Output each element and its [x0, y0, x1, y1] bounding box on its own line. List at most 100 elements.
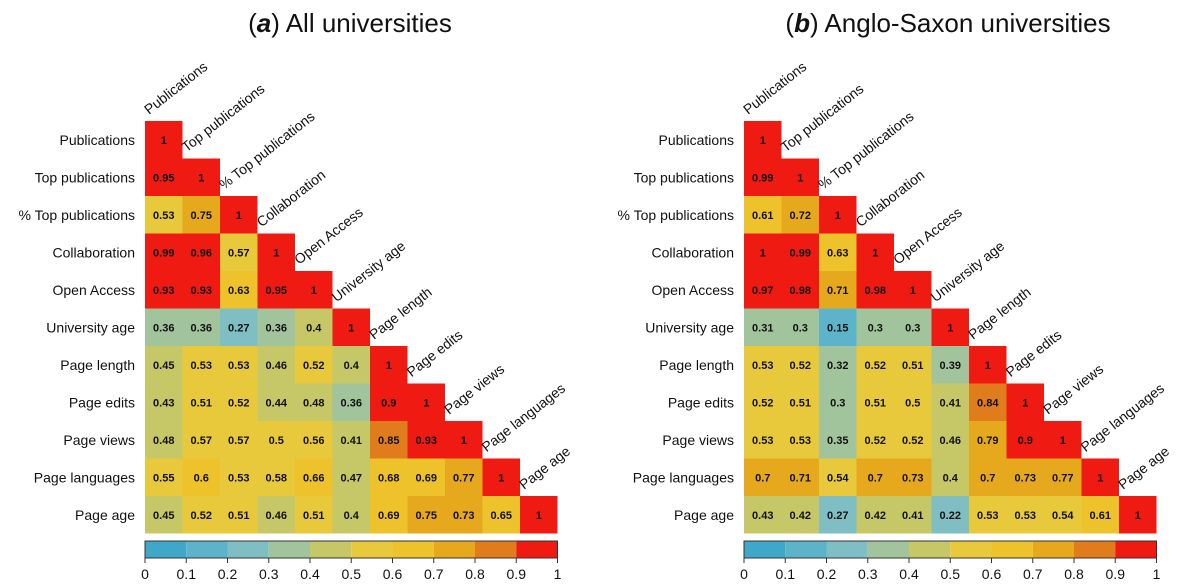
- heatmap-cell: [856, 421, 894, 459]
- heatmap-cell: [856, 496, 894, 534]
- heatmap-cell: [182, 158, 220, 196]
- heatmap-cell: [370, 458, 408, 496]
- row-label: Page edits: [668, 394, 734, 410]
- column-label: Page views: [1040, 361, 1106, 418]
- cell-value-label: 0.54: [827, 472, 849, 484]
- heatmap-cell: [969, 496, 1007, 534]
- cell-value-label: 1: [348, 322, 354, 334]
- cell-value-label: 0.72: [790, 210, 811, 222]
- cell-value-label: 0.27: [827, 510, 848, 522]
- cell-value-label: 0.6: [194, 472, 209, 484]
- cell-value-label: 1: [1060, 435, 1066, 447]
- colorbar-segment: [310, 541, 352, 558]
- heatmap-cell: [781, 421, 819, 459]
- cell-value-label: 0.75: [416, 510, 437, 522]
- cell-value-label: 0.57: [228, 435, 249, 447]
- cell-value-label: 1: [498, 472, 504, 484]
- cell-value-label: 0.52: [790, 360, 811, 372]
- heatmap-cell: [445, 458, 483, 496]
- colorbar-tick-label: 0.1: [177, 566, 197, 582]
- cell-value-label: 0.41: [341, 435, 362, 447]
- cell-value-label: 0.5: [905, 397, 920, 409]
- colorbar-tick-label: 0: [740, 566, 748, 582]
- heatmap-cell: [744, 496, 782, 534]
- heatmap-cell: [332, 346, 370, 384]
- column-label: Collaboration: [852, 166, 927, 229]
- row-label: Collaboration: [652, 244, 735, 260]
- colorbar-tick-label: 0.3: [858, 566, 878, 582]
- heatmap-cell: [856, 383, 894, 421]
- cell-value-label: 0.79: [977, 435, 998, 447]
- colorbar-tick-label: 0: [141, 566, 149, 582]
- colorbar-tick-label: 0.5: [342, 566, 362, 582]
- cell-value-label: 1: [1022, 397, 1028, 409]
- heatmap-cell: [969, 421, 1007, 459]
- cell-value-label: 0.36: [341, 397, 362, 409]
- cell-value-label: 0.97: [752, 285, 773, 297]
- column-label: Page views: [441, 361, 507, 418]
- heatmap-cell: [819, 496, 857, 534]
- heatmap-cell: [781, 496, 819, 534]
- colorbar-tick-label: 0.9: [507, 566, 527, 582]
- heatmap-cell: [145, 346, 183, 384]
- heatmap-cell: [1006, 383, 1044, 421]
- colorbar-tick-label: 0.7: [424, 566, 444, 582]
- cell-value-label: 0.53: [977, 510, 998, 522]
- heatmap-cell: [145, 496, 183, 534]
- cell-value-label: 0.53: [153, 210, 174, 222]
- heatmap-cell: [445, 421, 483, 459]
- cell-value-label: 0.3: [793, 322, 808, 334]
- row-label: Page views: [63, 432, 135, 448]
- row-label: Page languages: [633, 469, 734, 485]
- cell-value-label: 0.3: [830, 397, 845, 409]
- heatmap-cell: [856, 308, 894, 346]
- cell-value-label: 0.36: [266, 322, 287, 334]
- cell-value-label: 0.7: [868, 472, 883, 484]
- cell-value-label: 0.41: [940, 397, 961, 409]
- cell-value-label: 0.27: [228, 322, 249, 334]
- cell-value-label: 0.52: [228, 397, 249, 409]
- heatmap-cell: [1044, 421, 1082, 459]
- cell-value-label: 0.99: [790, 247, 811, 259]
- heatmap-cell: [220, 196, 258, 234]
- colorbar-segment: [227, 541, 269, 558]
- cell-value-label: 0.53: [1015, 510, 1036, 522]
- cell-value-label: 0.51: [228, 510, 249, 522]
- heatmap-cell: [257, 271, 295, 309]
- heatmap-cell: [145, 421, 183, 459]
- cell-value-label: 0.73: [453, 510, 474, 522]
- cell-value-label: 0.45: [153, 510, 174, 522]
- heatmap-cell: [220, 421, 258, 459]
- heatmap-cell: [482, 496, 520, 534]
- heatmap-cell: [520, 496, 558, 534]
- heatmap-cell: [819, 421, 857, 459]
- heatmap-cell: [744, 196, 782, 234]
- cell-value-label: 0.73: [1015, 472, 1036, 484]
- heatmap-cell: [182, 346, 220, 384]
- heatmap-cell: [182, 196, 220, 234]
- cell-value-label: 1: [386, 360, 392, 372]
- heatmap-cell: [744, 346, 782, 384]
- heatmap-cell: [969, 346, 1007, 384]
- heatmap-cell: [332, 421, 370, 459]
- cell-value-label: 0.36: [191, 322, 212, 334]
- heatmap-cell: [781, 233, 819, 271]
- cell-value-label: 0.66: [303, 472, 324, 484]
- cell-value-label: 0.7: [755, 472, 770, 484]
- heatmap-cell: [931, 308, 969, 346]
- heatmap-cell: [744, 121, 782, 159]
- cell-value-label: 1: [423, 397, 429, 409]
- heatmap-cell: [295, 421, 333, 459]
- cell-value-label: 0.46: [266, 360, 287, 372]
- heatmap-cell: [856, 458, 894, 496]
- heatmap-cell: [744, 458, 782, 496]
- cell-value-label: 0.69: [378, 510, 399, 522]
- heatmap-cell: [220, 233, 258, 271]
- cell-value-label: 1: [311, 285, 317, 297]
- heatmap-cell: [407, 496, 445, 534]
- cell-value-label: 0.52: [865, 435, 886, 447]
- heatmap-cell: [781, 346, 819, 384]
- cell-value-label: 0.51: [191, 397, 212, 409]
- heatmap-cell: [370, 383, 408, 421]
- cell-value-label: 0.52: [303, 360, 324, 372]
